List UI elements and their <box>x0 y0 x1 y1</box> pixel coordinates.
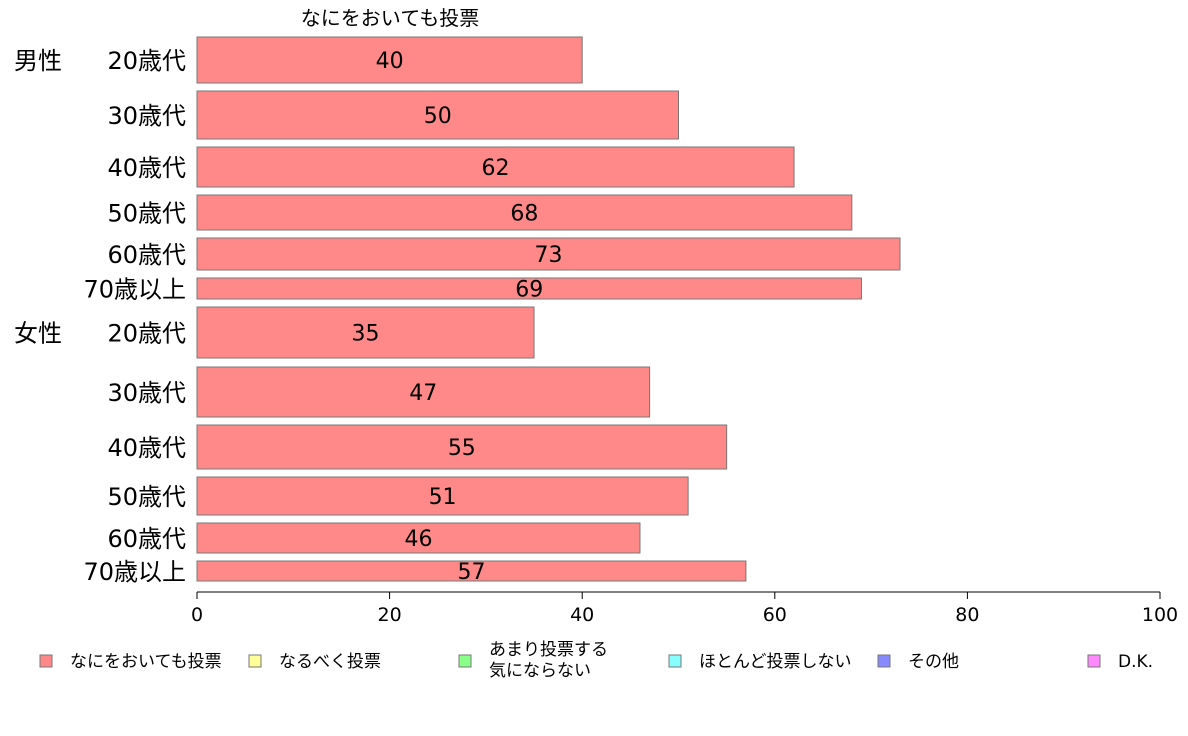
category-label: 70歳以上 <box>83 276 186 304</box>
bar <box>196 194 853 231</box>
value-label: 73 <box>534 243 562 268</box>
legend-label: その他 <box>908 652 959 672</box>
legend-swatch <box>668 654 682 668</box>
x-tick-label: 100 <box>1142 604 1178 626</box>
bar <box>196 476 689 516</box>
group-label: 女性 <box>14 320 62 348</box>
bar <box>196 306 535 359</box>
bar <box>196 366 651 418</box>
x-tick-label: 20 <box>378 604 402 626</box>
bar <box>196 237 901 271</box>
x-tick-label: 40 <box>570 604 594 626</box>
category-label: 60歳代 <box>107 241 186 269</box>
category-label: 30歳代 <box>107 102 186 130</box>
legend-swatch <box>1087 654 1101 668</box>
value-label: 68 <box>510 202 538 227</box>
bar <box>196 560 747 582</box>
bar <box>196 424 728 470</box>
legend-swatch <box>458 654 472 668</box>
legend-swatch <box>248 654 262 668</box>
legend-swatch <box>877 654 891 668</box>
bar <box>196 90 679 140</box>
legend-label: あまり投票する気にならない <box>489 640 608 681</box>
value-label: 55 <box>448 436 476 461</box>
x-tick-label: 80 <box>955 604 979 626</box>
legend-label: D.K. <box>1118 652 1153 672</box>
bar <box>196 146 795 188</box>
value-label: 46 <box>404 527 432 552</box>
legend-swatch <box>39 654 53 668</box>
x-tick-label: 60 <box>763 604 787 626</box>
category-label: 20歳代 <box>107 320 186 348</box>
category-label: 60歳代 <box>107 525 186 553</box>
category-label: 40歳代 <box>107 434 186 462</box>
value-label: 50 <box>424 104 452 129</box>
legend-label: なるべく投票 <box>279 652 381 672</box>
value-label: 62 <box>482 156 510 181</box>
value-label: 35 <box>352 322 380 347</box>
category-label: 50歳代 <box>107 483 186 511</box>
value-label: 69 <box>515 278 543 303</box>
bar <box>196 36 583 84</box>
x-tick-label: 0 <box>191 604 203 626</box>
legend: なにをおいても投票 なるべく投票 あまり投票する気にならない ほとんど投票しない その他… <box>39 640 1153 681</box>
value-label: 51 <box>429 485 457 510</box>
bar <box>196 277 862 300</box>
value-label: 57 <box>457 560 485 585</box>
legend-label: ほとんど投票しない <box>699 652 852 672</box>
value-label: 40 <box>376 49 404 74</box>
series-title: なにをおいても投票 <box>301 6 479 30</box>
category-label: 50歳代 <box>107 200 186 228</box>
legend-label: なにをおいても投票 <box>70 652 222 672</box>
value-label: 47 <box>409 381 437 406</box>
group-label: 男性 <box>14 47 62 75</box>
category-label: 20歳代 <box>107 47 186 75</box>
category-label: 30歳代 <box>107 379 186 407</box>
x-axis: 0 20 40 60 80 100 <box>191 591 1178 626</box>
category-label: 40歳代 <box>107 154 186 182</box>
bar <box>196 522 641 554</box>
category-label: 70歳以上 <box>83 558 186 586</box>
category-labels: 20歳代男性30歳代40歳代50歳代60歳代70歳以上20歳代女性30歳代40歳… <box>14 47 186 586</box>
